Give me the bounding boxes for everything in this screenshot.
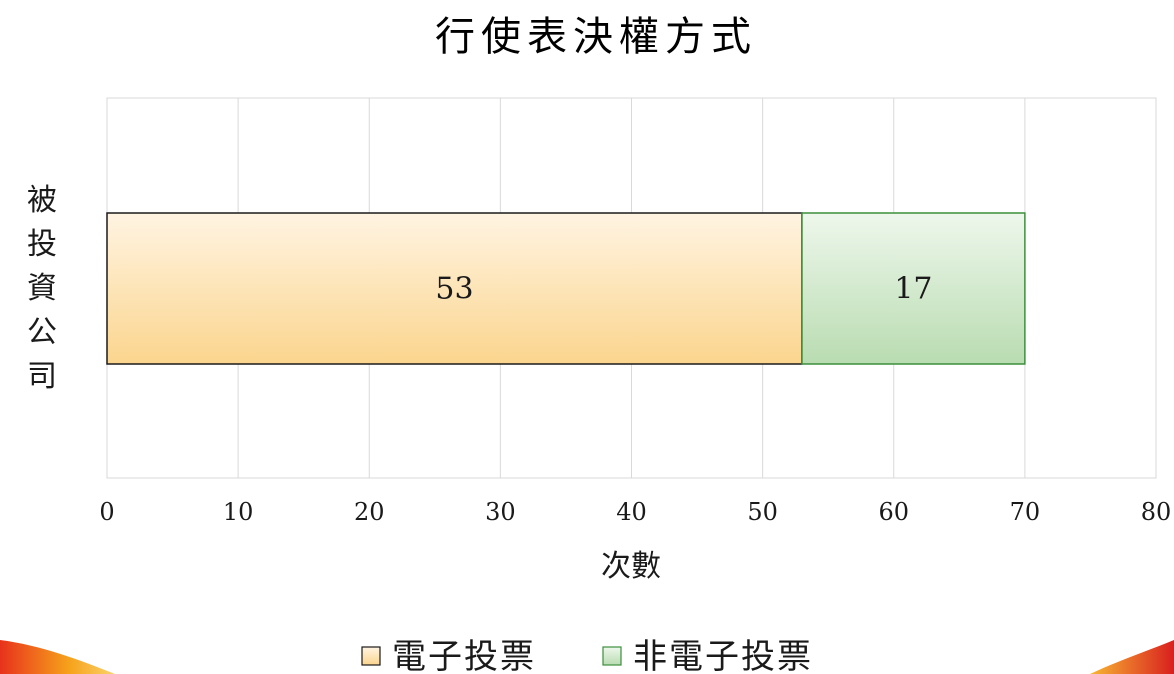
legend-label: 電子投票 (392, 637, 536, 674)
x-tick-label: 60 (878, 498, 909, 526)
chart-title: 行使表決權方式 (435, 14, 757, 60)
x-tick-label: 80 (1141, 498, 1172, 526)
y-axis-label: 被投資公司 (27, 183, 57, 394)
x-tick-label: 0 (99, 498, 114, 526)
x-axis-ticks: 0 10 20 30 40 50 60 70 80 (99, 498, 1171, 526)
bar-segment (106, 212, 803, 365)
x-tick-label: 40 (616, 498, 647, 526)
x-tick-label: 20 (354, 498, 385, 526)
x-tick-label: 50 (747, 498, 778, 526)
x-tick-label: 70 (1010, 498, 1041, 526)
bar-segment (801, 212, 1026, 365)
x-axis-label: 次數 (601, 549, 661, 584)
data-label: 53 (435, 272, 473, 307)
legend-label: 非電子投票 (633, 637, 813, 674)
decorative-swoosh-right (1090, 640, 1174, 674)
bars: 53 17 (106, 212, 1026, 365)
legend: 電子投票 非電子投票 (361, 637, 813, 674)
x-tick-label: 30 (485, 498, 516, 526)
legend-swatch (361, 646, 381, 666)
decorative-swoosh-left (0, 640, 115, 674)
x-tick-label: 10 (223, 498, 254, 526)
data-label: 17 (894, 272, 932, 307)
legend-swatch (602, 646, 622, 666)
